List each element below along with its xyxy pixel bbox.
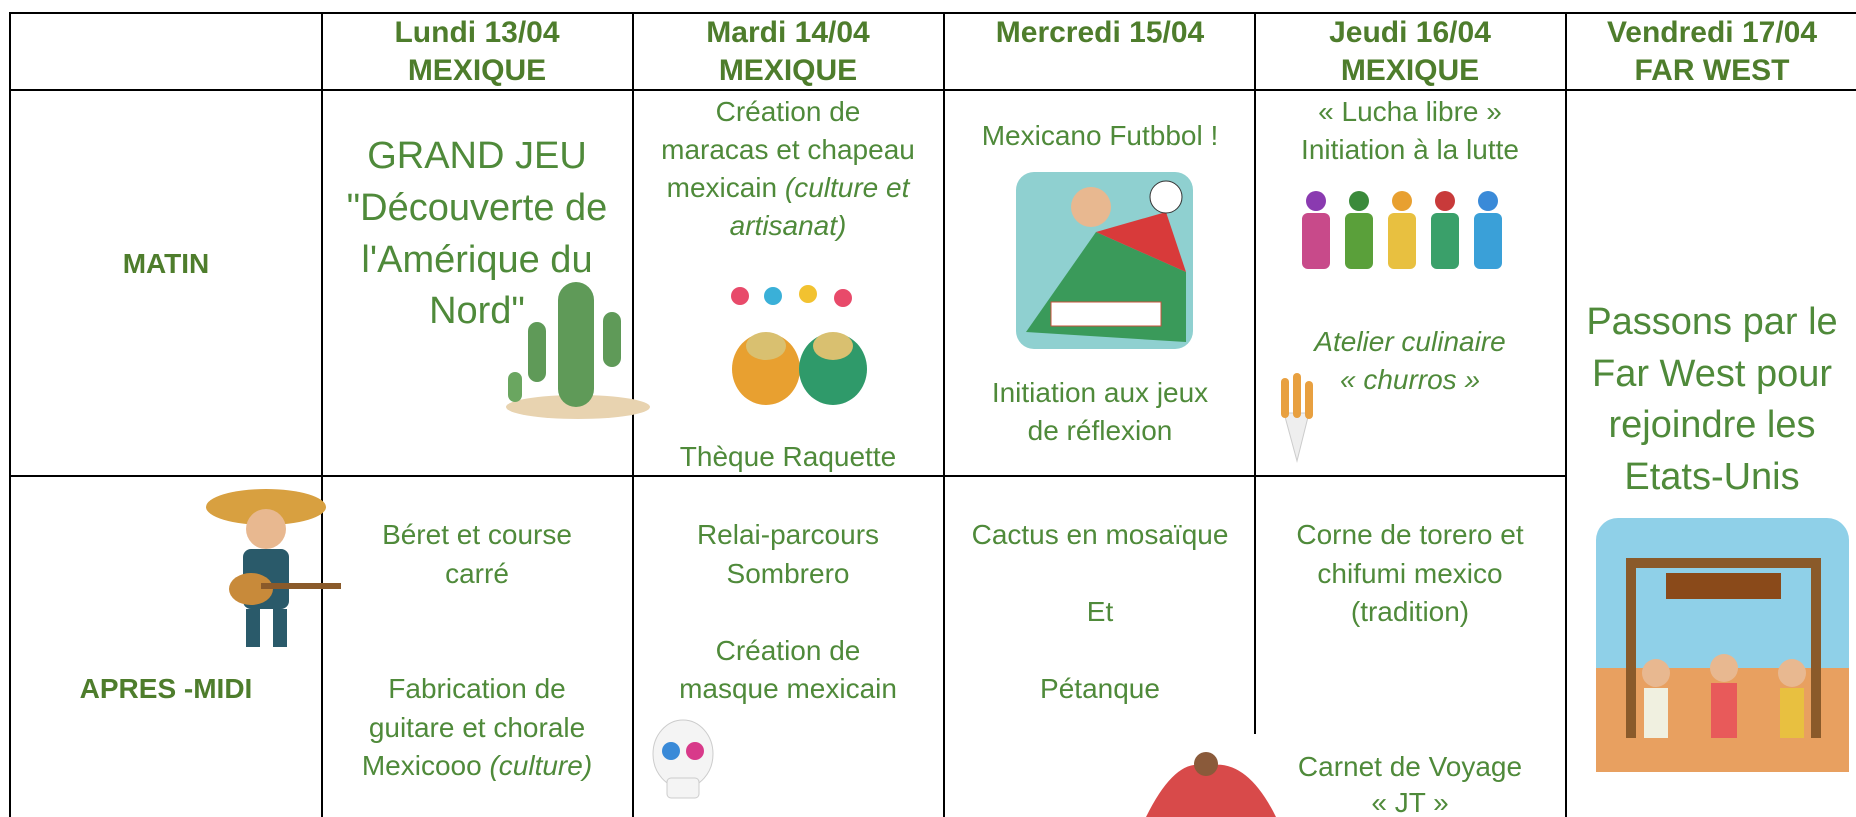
activity: carré <box>445 558 509 589</box>
activity: Et <box>1086 596 1114 627</box>
activity: Thèque Raquette <box>679 441 897 472</box>
activity: "Découverte de <box>346 187 608 229</box>
maracas-sombreros-image <box>731 285 867 405</box>
activity-note: (culture) <box>489 750 593 781</box>
churros-image <box>1281 373 1313 463</box>
activity: GRAND JEU <box>367 135 587 177</box>
border <box>9 12 11 817</box>
cactus-image <box>506 282 650 419</box>
activity-line: mexicain (culture et <box>667 174 910 202</box>
activity: Initiation à la lutte <box>1301 134 1519 165</box>
border <box>9 475 1566 477</box>
theme: FAR WEST <box>1634 54 1790 87</box>
activity: Création de <box>715 635 861 666</box>
skull-image <box>652 719 714 799</box>
day: Vendredi 17/04 <box>1606 16 1818 49</box>
activity: Corne de torero et <box>1296 519 1524 550</box>
dancer-image <box>1146 752 1276 817</box>
activity: Passons par le <box>1586 301 1838 343</box>
border <box>9 12 1856 14</box>
activity-line: Mexicooo (culture) <box>362 752 592 780</box>
activity-note: « churros » <box>1339 364 1481 395</box>
activity: Cactus en mosaïque <box>971 519 1229 550</box>
border <box>9 89 1856 91</box>
activity: (tradition) <box>1350 596 1470 627</box>
activity: « Lucha libre » <box>1318 96 1502 127</box>
row-label: APRES -MIDI <box>79 673 253 704</box>
mexico-football-image <box>1016 172 1193 349</box>
day: Jeudi 16/04 <box>1329 16 1491 49</box>
activity: Fabrication de <box>388 673 566 704</box>
day: Mardi 14/04 <box>706 16 870 49</box>
activity-line: « churros » <box>1340 366 1480 394</box>
activity-line: artisanat) <box>730 212 847 240</box>
activity-note: (culture et <box>784 172 910 203</box>
activity: mexicain <box>666 172 778 203</box>
activity: masque mexicain <box>679 673 897 704</box>
activity: Far West pour <box>1591 353 1833 395</box>
activity: Carnet de Voyage <box>1297 751 1523 782</box>
activity: guitare et chorale <box>368 712 586 743</box>
activity: de réflexion <box>1027 415 1173 446</box>
activity: Mexicooo <box>361 750 482 781</box>
activity-note: Atelier culinaire <box>1314 326 1506 357</box>
activity-line: Atelier culinaire <box>1314 328 1505 356</box>
activity: Etats-Unis <box>1624 456 1800 498</box>
activity: Sombrero <box>726 558 850 589</box>
row-label: MATIN <box>122 248 210 279</box>
far-west-image <box>1596 518 1849 772</box>
activity: Initiation aux jeux <box>991 377 1209 408</box>
border <box>1565 12 1567 817</box>
activity: Mexicano Futbbol ! <box>981 120 1219 151</box>
day: Mercredi 15/04 <box>995 16 1205 49</box>
activity-note: artisanat) <box>729 210 847 241</box>
activity: chifumi mexico <box>1317 558 1503 589</box>
day: Lundi 13/04 <box>394 16 560 49</box>
activity: maracas et chapeau <box>661 134 915 165</box>
border <box>943 12 945 817</box>
activity: Béret et course <box>382 519 572 550</box>
wrestlers-image <box>1302 191 1502 269</box>
activity: Création de <box>715 96 861 127</box>
activity: rejoindre les <box>1608 404 1816 446</box>
activity: « JT » <box>1371 787 1449 817</box>
theme: MEXIQUE <box>1340 54 1480 87</box>
theme: MEXIQUE <box>407 54 547 87</box>
mariachi-image <box>206 489 341 647</box>
activity: Pétanque <box>1040 673 1160 704</box>
activity: l'Amérique du <box>361 239 593 281</box>
activity: Relai-parcours <box>696 519 880 550</box>
theme: MEXIQUE <box>718 54 858 87</box>
border <box>1254 12 1256 734</box>
activity: Nord" <box>429 290 525 332</box>
border <box>321 12 323 817</box>
